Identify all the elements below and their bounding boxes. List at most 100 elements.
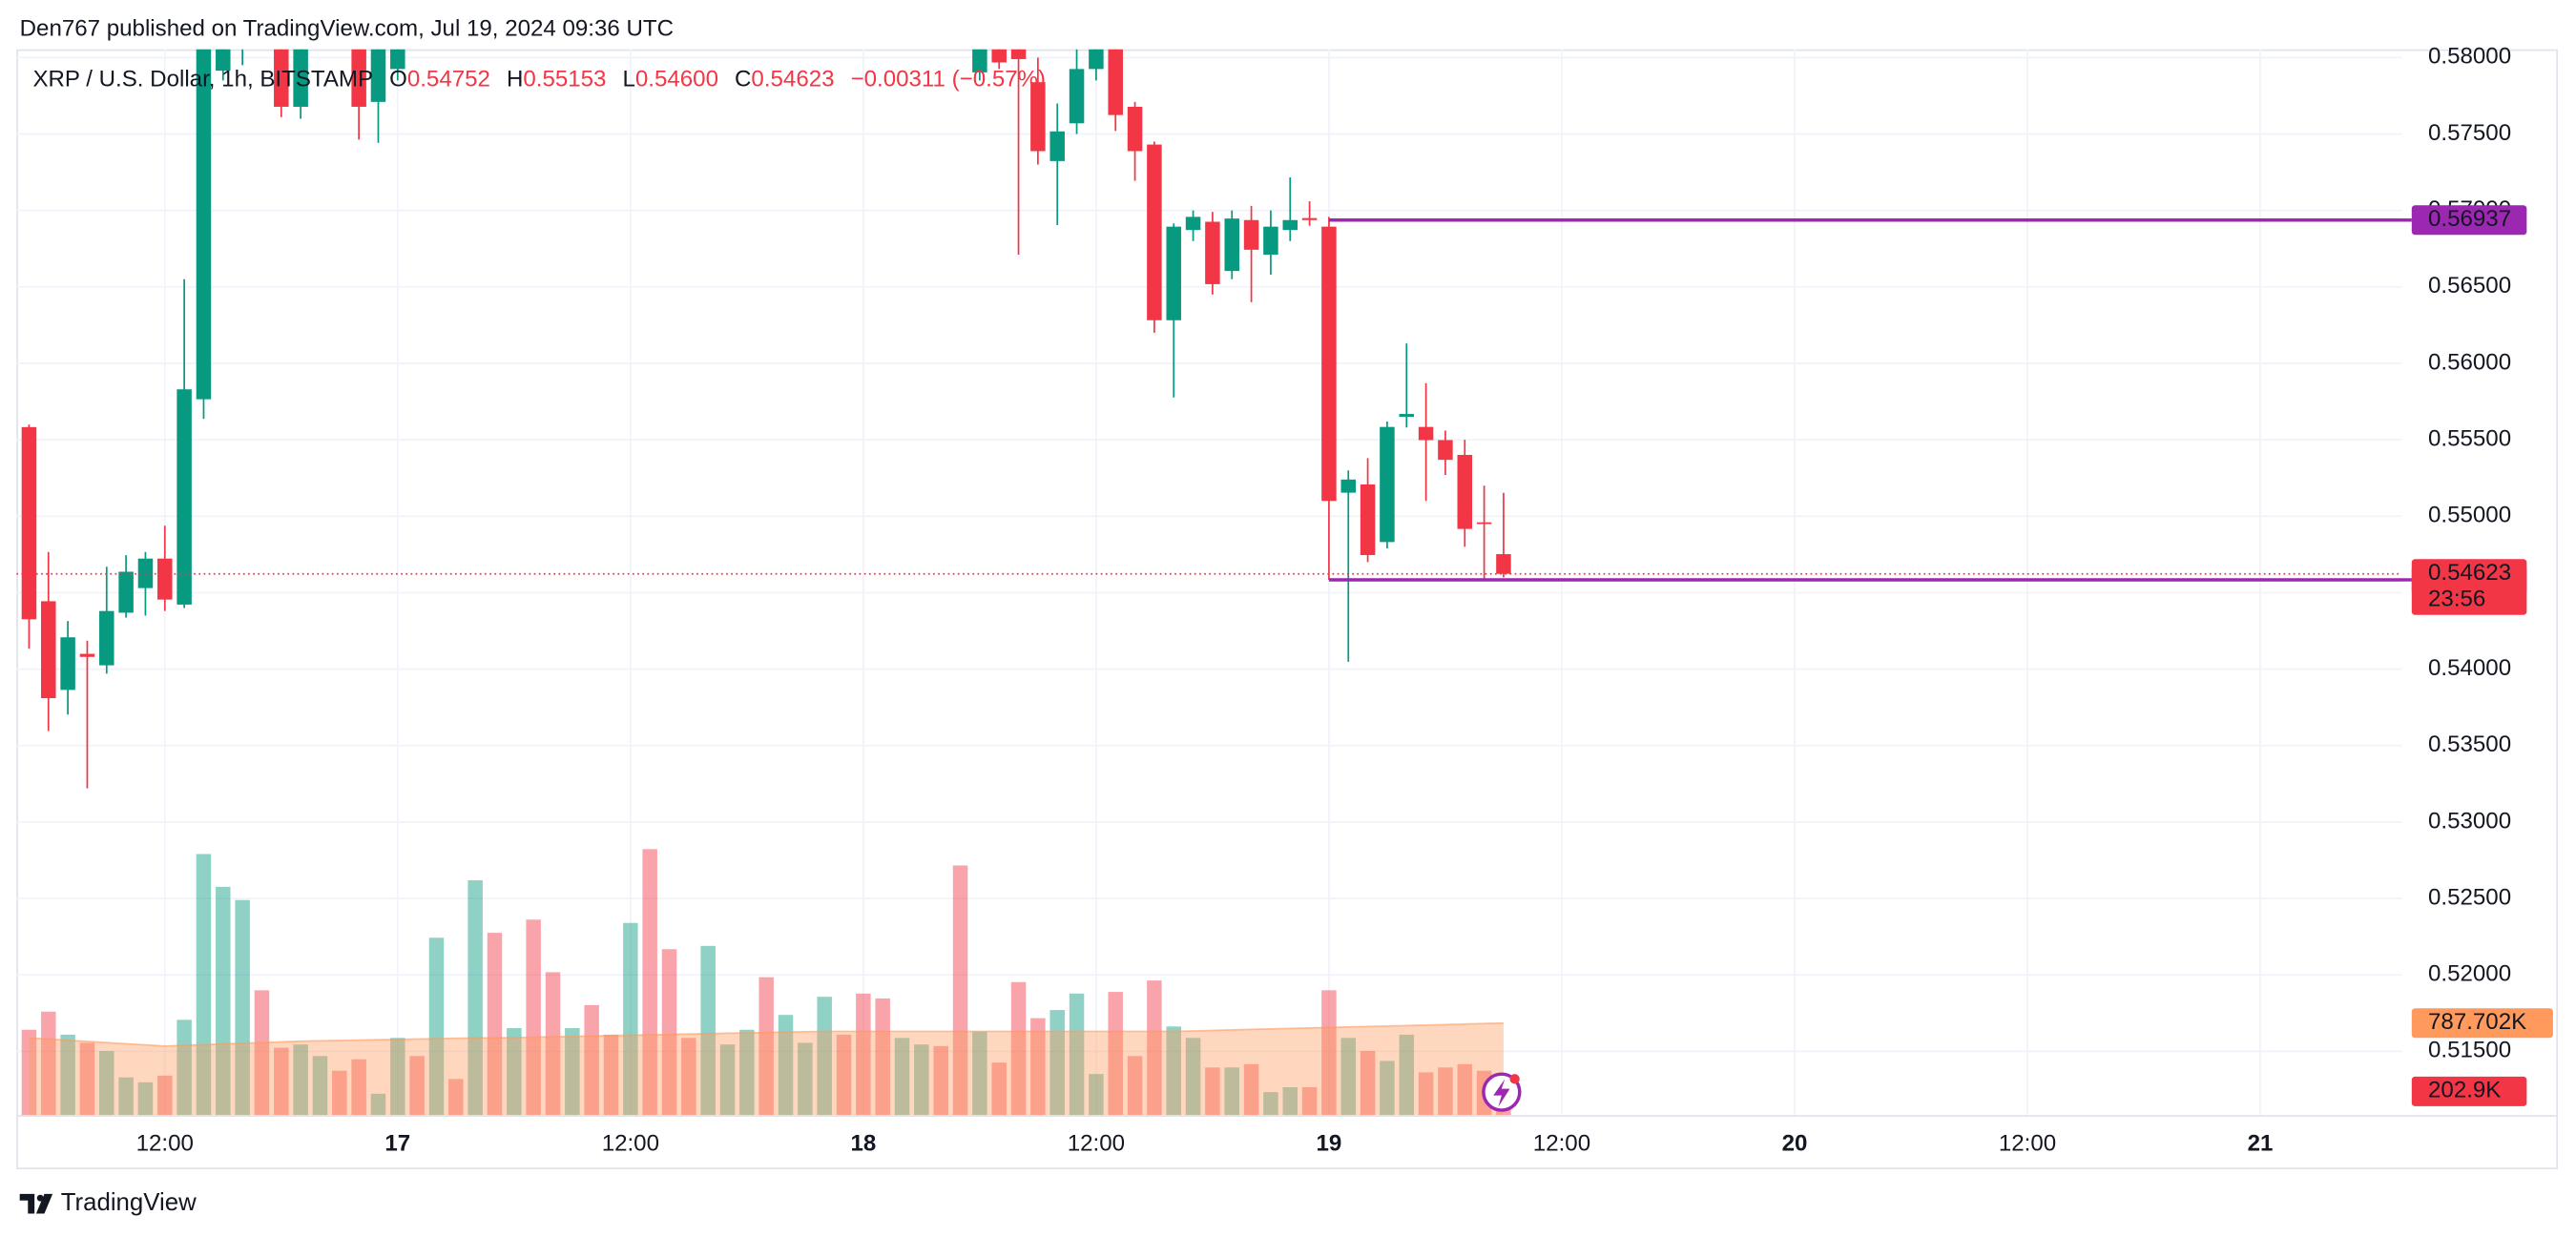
plot xyxy=(16,49,2402,1116)
volume-bar xyxy=(216,886,231,1116)
candle-body xyxy=(1224,218,1239,272)
candle-body xyxy=(1282,219,1298,231)
volume-bar xyxy=(661,949,677,1116)
legend-key: O xyxy=(389,67,407,93)
candle-body xyxy=(1127,106,1143,152)
candle-body xyxy=(1089,49,1104,70)
volume-bar xyxy=(293,1044,308,1116)
volume-bar xyxy=(1321,990,1337,1116)
volume-bar xyxy=(487,933,503,1116)
volume-bar xyxy=(952,865,968,1116)
volume-bar xyxy=(467,880,483,1116)
y-tick-label: 0.52500 xyxy=(2428,884,2511,910)
y-tick-label: 0.55500 xyxy=(2428,425,2511,451)
volume-bar xyxy=(758,977,774,1116)
footer-brand: TradingView xyxy=(61,1189,197,1216)
legend-value: 0.54600 xyxy=(635,67,718,93)
candle-body xyxy=(370,49,386,102)
candle-body xyxy=(991,49,1007,63)
volume-bar xyxy=(409,1056,425,1116)
volume-bar xyxy=(428,937,445,1116)
volume-bar xyxy=(177,1020,192,1116)
legend-change: −0.00311 (−0.57%) xyxy=(851,67,1047,93)
volume-bar xyxy=(1380,1061,1395,1116)
volume-bar xyxy=(1127,1056,1143,1116)
volume-bar xyxy=(1399,1034,1415,1116)
legend-value: 0.55153 xyxy=(523,67,606,93)
axes: 0.51500 0.52000 0.52500 0.53000 0.53500 0.540… xyxy=(136,44,2553,1157)
volume-bar xyxy=(1010,981,1027,1116)
candle-body xyxy=(274,49,289,107)
candle-body xyxy=(1263,226,1278,255)
price-label: 0.54623 xyxy=(2428,560,2511,586)
x-tick-label: 19 xyxy=(1317,1131,1342,1157)
candle-body xyxy=(1108,49,1123,115)
volume-bar xyxy=(1030,1018,1046,1116)
volume-bar xyxy=(1205,1067,1220,1116)
volume-ma-line xyxy=(29,1021,1504,1047)
candle-body xyxy=(1418,426,1434,441)
volume-bar xyxy=(1243,1063,1259,1116)
price-label-box xyxy=(2411,205,2527,236)
y-tick-label: 0.53500 xyxy=(2428,731,2511,757)
volume-bar xyxy=(312,1056,328,1116)
volume-bar xyxy=(875,998,890,1116)
volume-bar xyxy=(137,1082,154,1116)
candle-body xyxy=(1399,414,1415,418)
volume-bar xyxy=(1301,1086,1318,1116)
candle-body xyxy=(1380,426,1395,543)
volume-bar xyxy=(700,945,716,1116)
volume-bar xyxy=(1069,993,1085,1116)
volume-bar xyxy=(681,1038,696,1116)
legend: XRP / U.S. Dollar, 1h, BITSTAMP O0.54752… xyxy=(32,67,1046,93)
volume-bar xyxy=(332,1070,347,1116)
volume-bar xyxy=(933,1045,948,1116)
volume-bar xyxy=(157,1075,173,1116)
price-label-box xyxy=(2411,1076,2527,1106)
candle-body xyxy=(157,558,173,600)
volume-bar xyxy=(448,1079,464,1116)
candle-body xyxy=(1496,554,1511,574)
x-tick-label: 12:00 xyxy=(1533,1131,1590,1157)
x-tick-label: 12:00 xyxy=(602,1131,659,1157)
candle-body xyxy=(1049,131,1065,161)
candle-body xyxy=(1243,219,1259,250)
volume-bar xyxy=(642,849,657,1116)
x-tick-label: 20 xyxy=(1782,1131,1808,1157)
volume-bar xyxy=(1457,1063,1473,1116)
volume-bar xyxy=(739,1029,755,1116)
x-tick-label: 21 xyxy=(2248,1131,2274,1157)
volume-bar xyxy=(1224,1067,1239,1116)
volume-bar xyxy=(1340,1038,1357,1116)
volume-bar xyxy=(1185,1038,1201,1116)
volume-bar xyxy=(1166,1026,1181,1116)
volume-bar xyxy=(1108,992,1123,1116)
header: Den767 published on TradingView.com, Jul… xyxy=(20,15,674,41)
volume-bar xyxy=(1049,1010,1065,1116)
volume-bar xyxy=(390,1038,405,1116)
volume-bar xyxy=(798,1042,813,1116)
y-tick-label: 0.56500 xyxy=(2428,273,2511,299)
volume-bar xyxy=(526,919,541,1116)
candle-body xyxy=(21,426,37,620)
price-label: 0.56937 xyxy=(2428,206,2511,232)
legend-value: 0.54623 xyxy=(751,67,834,93)
candle-body xyxy=(1476,522,1492,525)
legend-value: 0.54752 xyxy=(407,67,490,93)
volume-bar xyxy=(1360,1051,1376,1116)
candle-body xyxy=(1185,216,1201,231)
candle-body xyxy=(972,49,987,72)
candle-body xyxy=(118,571,134,613)
volume-bar xyxy=(41,1011,56,1116)
candle-body xyxy=(1360,484,1376,556)
y-tick-label: 0.57500 xyxy=(2428,120,2511,146)
candle-body xyxy=(99,610,114,666)
candle-body xyxy=(60,637,75,690)
volume-bar xyxy=(1282,1086,1298,1116)
price-label-box xyxy=(2411,559,2527,615)
volume-bar xyxy=(196,854,212,1116)
volume-bar xyxy=(21,1029,37,1116)
volume-bar xyxy=(274,1047,289,1116)
